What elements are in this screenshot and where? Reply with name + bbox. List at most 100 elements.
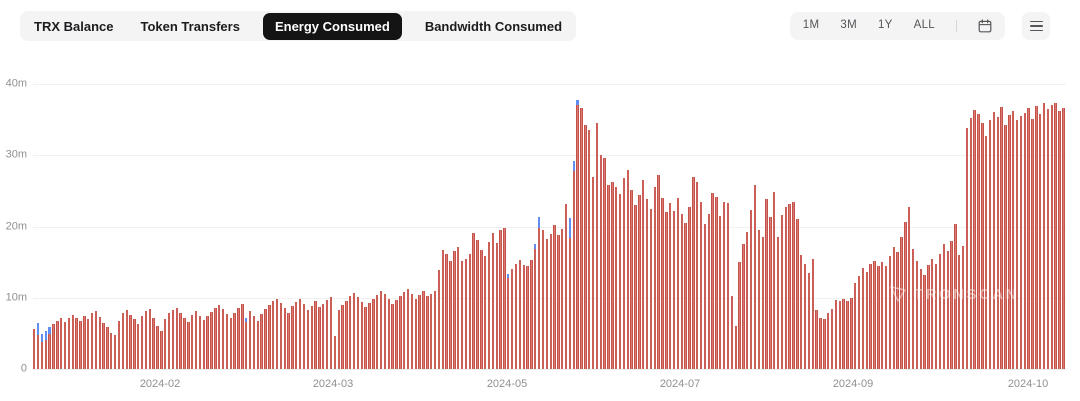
chart-bar (225, 314, 229, 369)
chart-bar (191, 314, 194, 369)
chart-bar (1046, 108, 1050, 369)
chart-bar (298, 299, 302, 369)
chart-bar (707, 214, 710, 369)
range-all[interactable]: ALL (913, 19, 935, 32)
chart-bar (256, 320, 259, 369)
chart-bar (807, 272, 811, 369)
chart-bar (911, 249, 915, 369)
chart-bar (838, 301, 841, 369)
chart-bar (977, 113, 980, 369)
chart-bar (79, 321, 82, 369)
chart-bar (888, 256, 892, 369)
tab-trx-balance[interactable]: TRX Balance (34, 18, 114, 34)
chart-bar (603, 158, 606, 369)
chart-bar (1039, 113, 1042, 369)
chart-bar (491, 232, 495, 369)
chart-bar (264, 309, 267, 369)
chart-bar (364, 307, 367, 369)
chart-bar (36, 323, 40, 369)
chart-bar (121, 312, 125, 369)
chart-bar (1062, 108, 1065, 369)
chart-bar (861, 267, 865, 369)
chart-bar (164, 319, 167, 369)
chart-bar (175, 307, 178, 369)
chart-bar (738, 262, 741, 369)
chart-bar (480, 250, 483, 369)
chart-bar (229, 318, 232, 369)
chart-bar (665, 212, 668, 369)
gridline-20m (33, 226, 1066, 228)
chart-bar (950, 240, 953, 369)
chart-menu-button[interactable] (1022, 12, 1050, 40)
chart-bar (483, 256, 487, 369)
chart-bar (722, 201, 726, 369)
chart-bar (245, 317, 248, 369)
tab-energy-consumed[interactable]: Energy Consumed (262, 12, 402, 40)
tab-bandwidth-consumed[interactable]: Bandwidth Consumed (424, 18, 563, 34)
chart-bar (52, 324, 55, 369)
chart-bar (71, 314, 74, 369)
chart-bar (59, 318, 63, 369)
chart-bar (880, 262, 884, 369)
chart-bar (518, 260, 522, 369)
range-1y[interactable]: 1Y (877, 19, 893, 32)
chart-bar (850, 297, 853, 369)
x-axis-label: 2024-02 (139, 378, 181, 390)
calendar-icon[interactable] (978, 19, 992, 33)
chart-bar (476, 240, 479, 369)
range-1m[interactable]: 1M (802, 19, 820, 32)
tab-token-transfers[interactable]: Token Transfers (140, 18, 240, 34)
chart-bar (834, 299, 838, 369)
chart-bar (1019, 116, 1023, 369)
chart-bar (260, 314, 263, 369)
chart-bar-blue-segment (40, 334, 44, 342)
hamburger-line (1029, 20, 1043, 23)
chart-bar (445, 253, 448, 369)
chart-bar (430, 293, 433, 369)
chart-bar (873, 260, 876, 369)
chart-bar (595, 123, 599, 369)
chart-bar-blue-segment (507, 274, 510, 278)
chart-bar (472, 232, 475, 369)
chart-bar (877, 266, 880, 369)
chart-bar (383, 294, 387, 369)
chart-bar (241, 303, 244, 369)
chart-bar (125, 309, 128, 369)
chart-bar (48, 327, 51, 369)
chart-bar (198, 315, 202, 369)
chart-bar (588, 130, 591, 369)
chart-bar (252, 316, 256, 369)
chart-bar (56, 321, 59, 369)
chart-bar (904, 222, 907, 369)
chart-bar (233, 312, 236, 369)
x-axis-label: 2024-05 (486, 378, 528, 390)
chart-bar (106, 327, 109, 369)
chart-bar (441, 250, 444, 369)
chart-bar (545, 238, 549, 369)
chart-bar (661, 198, 664, 369)
chart-bar (684, 222, 687, 369)
chart-bar (426, 295, 429, 369)
chart-bar (854, 282, 857, 369)
chart-bar (638, 195, 641, 369)
chart-bar (611, 182, 614, 369)
chart-bar (67, 317, 71, 369)
chart-bar (379, 290, 383, 369)
chart-bar (499, 230, 502, 369)
range-3m[interactable]: 3M (840, 19, 857, 32)
gridline-40m (33, 84, 1066, 85)
chart-bar (884, 265, 888, 369)
x-axis-label: 2024-10 (1007, 378, 1049, 390)
chart-bar (40, 334, 44, 369)
chart-bar (221, 309, 225, 369)
chart-bar (63, 322, 67, 369)
chart-bar (360, 302, 364, 369)
chart-bar (657, 174, 660, 369)
chart-bar (140, 315, 144, 369)
chart-bar (846, 300, 849, 369)
chart-bar (1058, 111, 1061, 369)
chart-bar (422, 291, 425, 369)
chart-bar (403, 292, 406, 369)
x-axis-label: 2024-07 (659, 378, 701, 390)
chart-bar (94, 310, 98, 369)
